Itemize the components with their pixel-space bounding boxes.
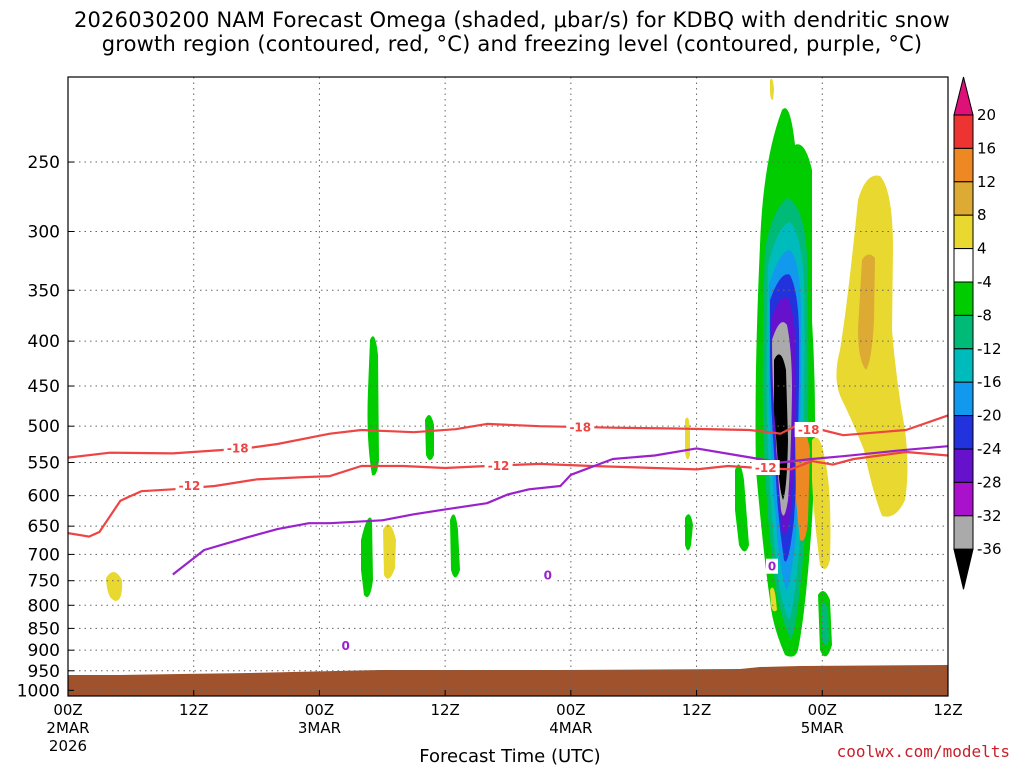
x-date-label: 4MAR [549,719,592,737]
contour-label: -12 [179,479,201,493]
colorbar-label: -32 [977,507,1002,525]
contour-label: 0 [341,639,349,653]
y-tick-label: 900 [28,641,60,661]
colorbar-label: -36 [977,540,1002,558]
contour-label-bg [175,478,204,494]
x-tick-label: 00Z [556,701,585,719]
contour-label-bg [541,567,554,583]
x-tick-label: 12Z [933,701,962,719]
colorbar-segment [953,147,974,183]
colorbar-bottom-arrow [953,548,974,590]
y-tick-label: 400 [28,332,60,352]
contour-label-bg [766,558,778,574]
contour-label-bg [484,457,513,473]
colorbar-segment [953,281,974,316]
y-tick-label: 800 [28,596,60,616]
plot-frame [67,76,949,697]
terrain [68,665,948,696]
y-tick-label: 450 [28,377,60,397]
contour-label-bg [566,419,595,435]
x-tick-label: 12Z [682,701,711,719]
contour-label: -18 [798,423,820,437]
colorbar-label: -24 [977,440,1002,458]
x-tick-label: 00Z [808,701,837,719]
contour-label: -12 [488,459,510,473]
colorbar: 20 16 12 8 4 -4 -8 -12 -16 -20 -24 -28 -32 -36 [953,76,1002,590]
y-tick-label: 1000 [17,681,60,701]
x-tick-label: 12Z [430,701,459,719]
y-tick-label: 650 [28,517,60,537]
colorbar-label: 8 [977,206,987,224]
contour-label: 0 [768,560,776,574]
x-year-label: 2026 [49,737,87,755]
contour-label-bg [339,637,352,653]
chart-title-line-2: growth region (contoured, red, °C) and f… [101,32,923,56]
y-tick-label: 600 [28,487,60,507]
y-tick-label: 550 [28,454,60,474]
colorbar-segment [953,381,974,417]
colorbar-segment [953,248,974,283]
colorbar-label: -12 [977,340,1002,358]
colorbar-label: -28 [977,473,1002,491]
x-date-label: 5MAR [801,719,844,737]
contour-label-bg [751,460,780,476]
colorbar-segment [953,415,974,450]
colorbar-top-arrow [953,76,974,116]
colorbar-segment [953,515,974,550]
colorbar-label: 20 [977,106,996,124]
y-tick-label: 300 [28,223,60,243]
colorbar-segment [953,314,974,350]
omega-shading [106,78,908,657]
colorbar-label: 12 [977,173,996,191]
colorbar-segment [953,181,974,216]
x-tick-label: 00Z [53,701,82,719]
colorbar-segment [953,114,974,149]
colorbar-label: 16 [977,139,996,157]
y-tick-label: 750 [28,572,60,592]
x-tick-label: 00Z [305,701,334,719]
colorbar-label: -4 [977,273,992,291]
colorbar-label: -20 [977,407,1002,425]
x-date-label: 3MAR [298,719,341,737]
colorbar-label: -16 [977,373,1002,391]
colorbar-label: -8 [977,306,992,324]
contour-labels: -18 -18 -18 -12 -12 -12 0 0 0 [175,419,823,653]
y-tick-label: 500 [28,417,60,437]
colorbar-segment [953,448,974,483]
colorbar-segment [953,348,974,383]
colorbar-segment [953,214,974,250]
contour-label: -18 [227,441,249,455]
chart-title-line-1: 2026030200 NAM Forecast Omega (shaded, μ… [73,8,951,32]
y-tick-label: 250 [28,153,60,173]
colorbar-label: 4 [977,240,987,258]
y-tick-label: 850 [28,619,60,639]
contour-label: -12 [755,461,777,475]
contour-label-bg [794,421,823,437]
x-tick-label: 12Z [179,701,208,719]
credit-text[interactable]: coolwx.com/modelts [836,742,1010,761]
contour-label: -18 [569,421,591,435]
colorbar-segment [953,481,974,517]
y-tick-label: 950 [28,662,60,682]
y-tick-label: 350 [28,281,60,301]
y-axis: 2503003504004505005506006507007508008509… [17,153,74,701]
contour-label: 0 [544,569,552,583]
x-axis-title: Forecast Time (UTC) [419,746,601,767]
contour-label-bg [223,440,252,456]
contour-freezing-0 [172,445,948,576]
x-date-label: 2MAR [46,719,89,737]
y-tick-label: 700 [28,545,60,565]
